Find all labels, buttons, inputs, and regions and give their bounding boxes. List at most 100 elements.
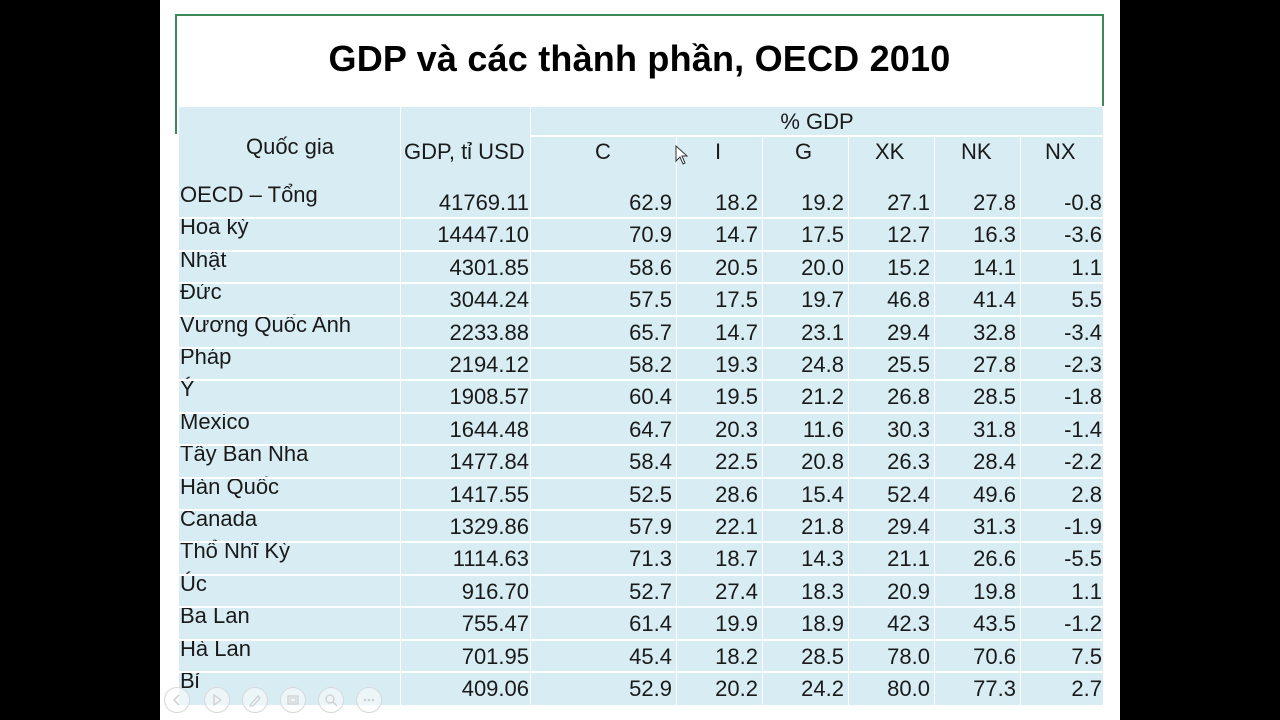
nk-cell: 16.3: [973, 222, 1016, 248]
c-cell: 52.5: [629, 481, 672, 507]
i-cell: 20.3: [715, 416, 758, 442]
xk-cell: 15.2: [887, 254, 930, 280]
slideshow-controls: [160, 683, 400, 717]
xk-cell: 27.1: [887, 190, 930, 215]
pct-gdp-header: % GDP: [780, 109, 854, 134]
pen-icon[interactable]: [242, 687, 268, 713]
nk-cell: 26.6: [973, 546, 1016, 572]
nk-cell: 31.8: [973, 416, 1016, 442]
g-column-header: G: [795, 139, 813, 164]
g-cell: 20.0: [801, 254, 844, 280]
gdp-cell: 1329.86: [449, 514, 529, 539]
xk-cell: 21.1: [887, 546, 930, 572]
slides-icon[interactable]: [280, 687, 306, 713]
i-cell: 14.7: [715, 222, 758, 248]
c-column-header: C: [595, 139, 611, 164]
nk-cell: 41.4: [973, 287, 1016, 313]
table-row: Hoa kỳ 14447.10 70.9 14.7 17.5 12.7 16.3 -3.6: [179, 214, 1103, 252]
gdp-cell: 755.47: [461, 611, 529, 637]
row-divider: [179, 606, 1103, 609]
slide-frame-right: [1102, 14, 1104, 106]
table-row: Tây Ban Nha 1477.84 58.4 22.5 20.8 26.3 28.4 -2…: [179, 441, 1103, 479]
nx-cell: 1.1: [1071, 578, 1102, 604]
nx-cell: -0.8: [1064, 190, 1102, 215]
previous-icon[interactable]: [164, 687, 190, 713]
table-row: Canada 1329.86 57.9 22.1 21.8 29.4 31.3 -1.9: [179, 506, 1103, 544]
play-icon[interactable]: [204, 687, 230, 713]
c-cell: 58.6: [629, 254, 672, 280]
gdp-cell: 1908.57: [449, 384, 529, 410]
xk-cell: 30.3: [887, 416, 930, 442]
row-divider: [179, 282, 1103, 285]
nk-cell: 27.8: [973, 190, 1016, 215]
nx-cell: -2.3: [1064, 352, 1102, 377]
gdp-cell: 1114.63: [452, 546, 529, 572]
nx-cell: -3.4: [1064, 319, 1102, 345]
column-divider: [530, 107, 531, 705]
table-row: Vương Quốc Anh 2233.88 65.7 14.7 23.1 29.4 32.…: [179, 312, 1103, 350]
nk-column-header: NK: [961, 139, 992, 164]
g-cell: 18.3: [801, 578, 844, 604]
more-icon[interactable]: [356, 687, 382, 713]
nx-cell: 7.5: [1071, 643, 1102, 669]
xk-cell: 26.8: [887, 384, 930, 410]
i-column-header: I: [715, 139, 722, 164]
row-divider: [179, 411, 1103, 414]
i-cell: 20.5: [715, 254, 758, 280]
table-row: Bỉ 409.06 52.9 20.2 24.2 80.0 77.3 2.7: [179, 668, 1103, 706]
i-cell: 18.2: [715, 643, 758, 669]
table-row: OECD – Tổng 41769.11 62.9 18.2 19.2 27.1 27.8 -…: [179, 182, 1103, 220]
xk-cell: 80.0: [887, 676, 930, 701]
gdp-table: [179, 107, 1103, 705]
g-cell: 28.5: [801, 643, 844, 669]
xk-cell: 20.9: [887, 578, 930, 604]
row-divider: [179, 476, 1103, 479]
c-cell: 65.7: [629, 319, 672, 345]
xk-cell: 25.5: [887, 352, 930, 377]
table-row: Nhật 4301.85 58.6 20.5 20.0 15.2 14.1 1.1: [179, 247, 1103, 285]
table-row: Ba Lan 755.47 61.4 19.9 18.9 42.3 43.5 -1.2: [179, 603, 1103, 641]
row-divider: [179, 509, 1103, 511]
row-divider: [179, 638, 1103, 641]
g-cell: 11.6: [802, 416, 844, 442]
nx-cell: 1.1: [1071, 254, 1102, 280]
gdp-cell: 916.70: [461, 578, 529, 604]
xk-column-header: XK: [875, 139, 905, 164]
gdp-cell: 1644.48: [449, 416, 529, 442]
column-divider: [934, 137, 935, 705]
gdp-cell: 2194.12: [449, 352, 529, 377]
i-cell: 20.2: [715, 676, 758, 701]
xk-cell: 12.7: [887, 222, 930, 248]
c-cell: 58.4: [629, 449, 672, 475]
table-row: Ý 1908.57 60.4 19.5 21.2 26.8 28.5 -1.8: [179, 376, 1103, 414]
mouse-cursor-icon: [675, 145, 689, 165]
g-cell: 18.9: [801, 611, 844, 637]
country-cell: Ý: [180, 376, 195, 402]
row-divider: [179, 314, 1103, 317]
i-cell: 18.2: [715, 190, 758, 215]
gdp-cell: 3044.24: [449, 287, 529, 313]
slide-frame-top: [175, 14, 1104, 16]
presentation-slide: GDP và các thành phần, OECD 2010 Quốc gi…: [160, 0, 1120, 720]
gdp-cell: 409.06: [461, 676, 529, 701]
zoom-icon[interactable]: [318, 687, 344, 713]
gdp-cell: 14447.10: [437, 222, 529, 248]
nk-cell: 32.8: [973, 319, 1016, 345]
c-cell: 62.9: [629, 190, 672, 215]
nx-cell: -1.9: [1064, 514, 1102, 539]
nk-cell: 43.5: [973, 611, 1016, 637]
nx-column-header: NX: [1045, 139, 1076, 164]
column-divider: [848, 137, 849, 705]
table-row: Hàn Quốc 1417.55 52.5 28.6 15.4 52.4 49.6 2.8: [179, 474, 1103, 512]
nk-cell: 19.8: [973, 578, 1016, 604]
c-cell: 45.4: [629, 643, 672, 669]
nx-cell: -1.8: [1064, 384, 1102, 410]
g-cell: 21.8: [801, 514, 844, 539]
gdp-cell: 4301.85: [449, 254, 529, 280]
nx-cell: 2.8: [1071, 481, 1102, 507]
g-cell: 19.2: [801, 190, 844, 215]
i-cell: 18.7: [715, 546, 758, 572]
c-cell: 61.4: [629, 611, 672, 637]
nk-cell: 14.1: [973, 254, 1016, 280]
c-cell: 57.9: [629, 514, 672, 539]
